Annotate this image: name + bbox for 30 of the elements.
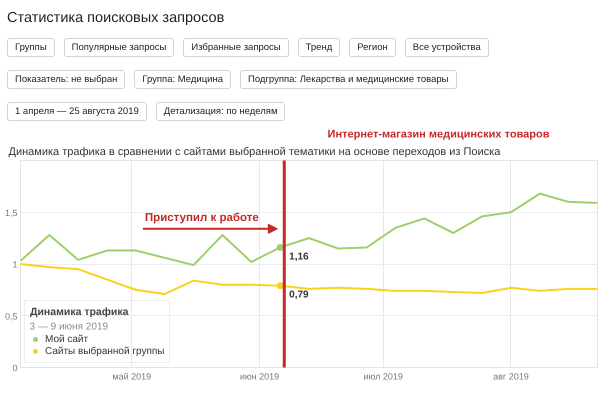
y-tick-label: 0,5 — [4, 311, 18, 322]
data-label: 0,79 — [289, 290, 310, 301]
button: Группы — [7, 38, 55, 57]
y-tick-label: 0 — [12, 363, 18, 373]
line-series — [20, 192, 598, 266]
annotation: 3 — 9 июня 2019 — [30, 322, 108, 332]
x-tick-label: июн 2019 — [240, 372, 280, 382]
x-tick-label: июл 2019 — [364, 372, 403, 382]
chart-subtitle: Динамика трафика в сравнении с сайтами выбранной тематики на основе переходов из Поиска — [8, 146, 502, 158]
ref-line-label: Приступил к работе — [144, 212, 259, 224]
button: Показатель: не выбран — [7, 70, 126, 89]
button: Регион — [349, 38, 396, 57]
legend-label: Сайты выбранной группы — [45, 345, 164, 357]
data-label: 1,16 — [289, 251, 310, 262]
button: Подгруппа: Лекарства и медицинские товары — [240, 70, 456, 89]
button: Все устройства — [404, 38, 489, 57]
y-tick-label: 1 — [12, 260, 18, 270]
legend-label: Мой сайт — [45, 333, 88, 345]
button: Группа: Медицина — [134, 70, 231, 89]
button: Избранные запросы — [183, 38, 289, 57]
button: Популярные запросы — [64, 38, 174, 57]
button: Детализация: по неделям — [156, 102, 286, 121]
y-tick-label: 1,5 — [4, 208, 18, 218]
x-tick-label: май 2019 — [112, 372, 152, 382]
x-tick-label: авг 2019 — [493, 372, 529, 382]
text: Интернет-магазин медицинских товаров — [328, 128, 550, 140]
legend-title: Динамика трафика — [30, 306, 130, 318]
button: Тренд — [298, 38, 340, 57]
chart-title: Статистика поисковых запросов — [7, 9, 226, 28]
button: 1 апреля — 25 августа 2019 — [7, 102, 147, 121]
